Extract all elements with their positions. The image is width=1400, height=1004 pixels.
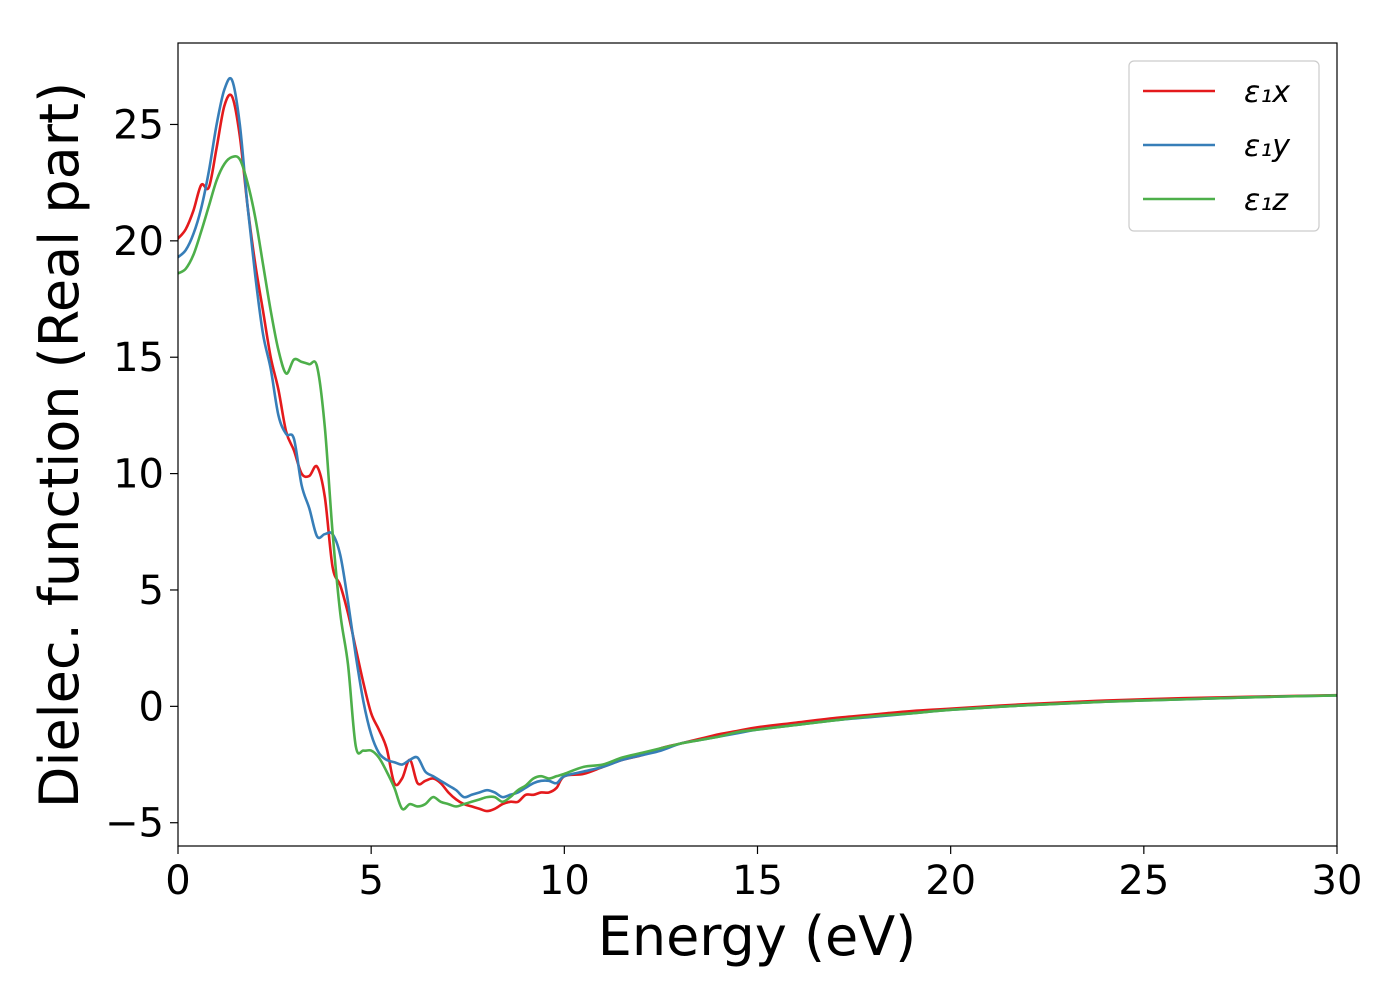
y-tick-label: 25 [113, 102, 164, 148]
x-tick-label: 25 [1118, 858, 1169, 904]
y-axis: −5 0 5 10 15 20 25 [105, 102, 178, 847]
y-axis-title: Dielec. function (Real part) [28, 82, 91, 808]
series-line-2 [178, 155, 1337, 811]
x-tick-label: 0 [165, 858, 190, 904]
y-tick-label: 10 [113, 452, 164, 498]
legend-label: ε₁x [1244, 75, 1290, 110]
x-axis: 0 5 10 15 20 25 30 [165, 846, 1362, 904]
y-tick-label: 20 [113, 219, 164, 265]
x-tick-label: 5 [358, 858, 383, 904]
y-tick-label: 15 [113, 335, 164, 381]
x-tick-label: 30 [1312, 858, 1363, 904]
y-tick-label: 5 [139, 568, 164, 614]
y-tick-label: −5 [105, 801, 164, 847]
y-tick-label: 0 [139, 684, 164, 730]
x-axis-title: Energy (eV) [598, 905, 917, 968]
legend-box [1128, 60, 1320, 232]
x-tick-label: 15 [732, 858, 783, 904]
legend: ε₁x ε₁y ε₁z [1128, 60, 1320, 232]
legend-label: ε₁y [1244, 129, 1291, 164]
legend-label: ε₁z [1244, 183, 1289, 218]
plot-area [178, 76, 1337, 813]
x-tick-label: 20 [925, 858, 976, 904]
x-tick-label: 10 [539, 858, 590, 904]
plot-frame [177, 42, 1338, 847]
